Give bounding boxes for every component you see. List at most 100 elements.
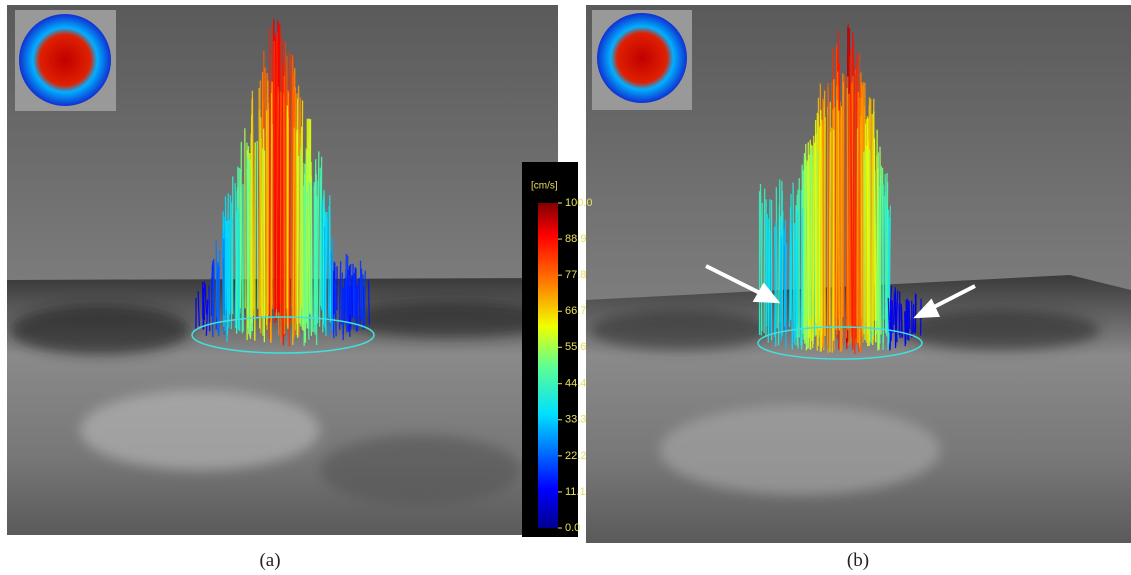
vector	[294, 87, 297, 322]
vector	[329, 195, 331, 312]
vector	[340, 272, 343, 325]
vector	[882, 184, 885, 320]
panel-b	[586, 5, 1131, 543]
vector	[197, 291, 200, 327]
tick-label: 55.6	[565, 341, 586, 353]
vector	[889, 301, 892, 341]
vector	[304, 163, 307, 324]
vector	[296, 156, 300, 338]
vector	[858, 97, 862, 352]
tick-label: 66.7	[565, 305, 586, 317]
vector	[345, 276, 348, 333]
vector	[306, 156, 310, 329]
tick-label: 11.1	[565, 486, 586, 498]
arrows	[705, 264, 976, 319]
vector	[835, 99, 838, 330]
vector	[285, 55, 288, 313]
vector	[778, 179, 781, 323]
vector	[315, 196, 318, 346]
vector	[783, 220, 787, 327]
vector	[887, 298, 891, 333]
vector	[769, 230, 772, 336]
vector	[270, 123, 273, 343]
vector	[872, 111, 875, 329]
vector	[250, 115, 253, 321]
vector	[251, 98, 254, 316]
vector	[891, 300, 894, 333]
vector	[280, 39, 283, 319]
vector	[819, 129, 823, 348]
vector	[766, 213, 770, 329]
vector	[907, 310, 910, 341]
vector	[841, 73, 844, 320]
panel-label: (b)	[847, 550, 869, 571]
vector	[205, 299, 209, 336]
tick-label: 0.0	[565, 522, 580, 534]
vector	[840, 114, 843, 352]
vector	[273, 40, 275, 310]
vector	[852, 62, 855, 350]
vector	[900, 303, 903, 337]
vector	[334, 283, 337, 337]
vector	[299, 148, 302, 324]
vector	[215, 240, 218, 318]
colorbar: [cm/s] 100.0 88.9 77.8 66.7 55.6 44.4 33.3 22.2…	[522, 162, 593, 537]
panel-label: (a)	[259, 550, 280, 571]
vector	[775, 187, 778, 329]
vector	[342, 288, 345, 341]
panel-a	[7, 5, 558, 535]
vector	[358, 277, 361, 326]
vector	[349, 263, 352, 316]
vector	[842, 81, 845, 317]
vector	[763, 188, 766, 334]
vector	[843, 75, 846, 345]
vector	[800, 216, 803, 346]
vector	[256, 141, 259, 309]
vector	[811, 135, 815, 348]
vector	[204, 283, 208, 315]
vector	[905, 298, 908, 334]
vector	[850, 48, 853, 338]
vector	[259, 109, 262, 334]
vector	[282, 61, 285, 346]
vector	[885, 182, 889, 337]
vector	[302, 185, 305, 346]
vector	[292, 127, 295, 345]
vector	[855, 53, 858, 340]
vector	[878, 175, 882, 350]
tick-label: 100.0	[565, 197, 593, 209]
vector	[210, 264, 214, 316]
vector	[266, 110, 269, 320]
vector	[818, 127, 821, 331]
vector	[278, 24, 281, 313]
tick-label: 22.2	[565, 450, 586, 462]
tick-label: 33.3	[565, 414, 586, 426]
vector	[228, 219, 231, 329]
vector	[816, 150, 820, 328]
vector	[359, 260, 362, 318]
vector	[300, 100, 304, 308]
tick-label: 44.4	[565, 378, 586, 390]
vector	[884, 174, 887, 320]
vector	[774, 223, 777, 333]
vector	[276, 32, 279, 310]
vector	[873, 138, 877, 343]
vector	[346, 284, 350, 333]
vector	[908, 300, 911, 330]
vector	[767, 199, 771, 326]
vector	[785, 243, 788, 349]
vector	[283, 93, 286, 334]
vector	[894, 302, 897, 334]
tick-label: 77.8	[565, 269, 586, 281]
tick-label: 88.9	[565, 233, 586, 245]
vector	[239, 141, 243, 309]
vector	[821, 146, 823, 336]
vector	[324, 211, 328, 327]
vector	[267, 80, 270, 314]
vector	[846, 87, 849, 330]
vector	[326, 217, 330, 318]
vector	[228, 195, 232, 315]
vector	[260, 117, 263, 317]
vector	[895, 290, 899, 330]
